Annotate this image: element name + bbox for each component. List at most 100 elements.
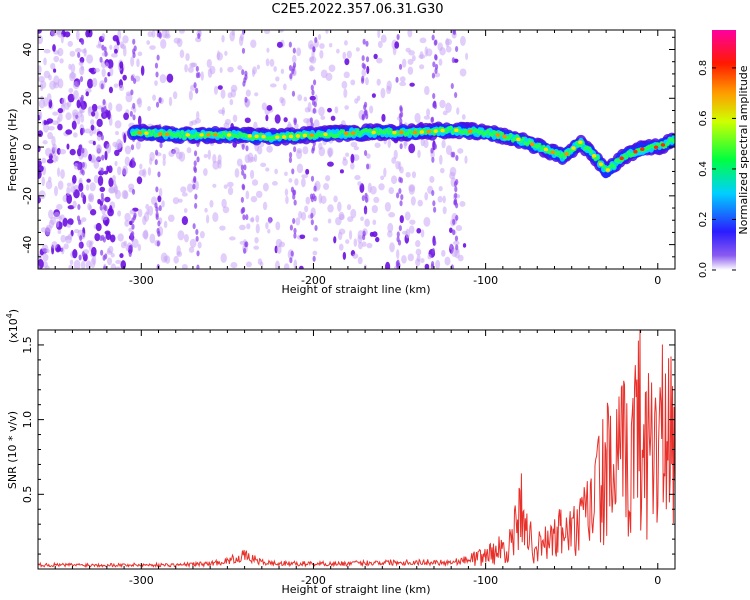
noise-streak	[240, 208, 244, 215]
ridge-hotspot	[495, 133, 500, 137]
noise-speckle	[162, 153, 167, 160]
noise-streak	[311, 99, 316, 106]
noise-speckle	[190, 62, 198, 68]
noise-streak	[452, 219, 456, 226]
noise-speckle	[409, 82, 415, 87]
noise-speckle	[176, 38, 183, 48]
noise-streak	[155, 71, 159, 78]
noise-speckle	[350, 141, 358, 148]
noise-speckle	[259, 261, 264, 267]
noise-streak	[365, 56, 370, 63]
noise-speckle	[76, 99, 81, 109]
noise-streak	[100, 134, 104, 141]
noise-speckle	[380, 34, 387, 43]
noise-speckle	[72, 112, 79, 121]
noise-speckle	[74, 48, 82, 53]
noise-streak	[79, 235, 83, 242]
noise-speckle	[354, 174, 361, 181]
noise-speckle	[429, 175, 435, 183]
noise-speckle	[323, 183, 330, 191]
noise-speckle	[60, 169, 65, 179]
noise-speckle	[313, 119, 320, 129]
noise-speckle	[85, 260, 92, 269]
ridge-hotspot	[578, 140, 583, 144]
noise-speckle	[86, 54, 94, 64]
ridge-blob	[292, 136, 296, 141]
noise-speckle	[60, 34, 64, 44]
noise-speckle	[96, 118, 103, 128]
noise-streak	[130, 89, 134, 96]
noise-speckle	[333, 195, 338, 203]
y-tick-label: 1.0	[21, 411, 34, 429]
noise-speckle	[57, 229, 62, 235]
noise-speckle	[464, 155, 468, 164]
noise-speckle	[104, 150, 108, 161]
noise-speckle	[194, 180, 199, 191]
noise-streak	[193, 150, 198, 157]
noise-speckle	[318, 193, 323, 204]
snr-y-ticks: 0.5 1.0 1.5	[21, 336, 675, 555]
noise-speckle	[73, 259, 81, 269]
noise-streak	[432, 200, 436, 207]
noise-streak	[104, 205, 108, 212]
noise-speckle	[108, 117, 113, 126]
noise-streak	[99, 56, 103, 63]
noise-speckle	[47, 125, 55, 131]
noise-speckle	[365, 153, 371, 159]
noise-speckle	[76, 116, 81, 125]
noise-speckle	[255, 223, 260, 234]
ridge-hotspot	[275, 135, 280, 140]
ridge-blob	[556, 150, 561, 155]
noise-speckle	[390, 175, 398, 185]
noise-speckle	[345, 152, 350, 157]
noise-streak	[431, 72, 436, 79]
ridge-hotspot	[640, 147, 645, 152]
ridge-blob	[612, 164, 616, 169]
noise-streak	[396, 231, 400, 238]
noise-streak	[396, 259, 400, 266]
noise-speckle	[238, 35, 244, 46]
noise-speckle	[264, 30, 271, 35]
noise-speckle	[103, 170, 109, 175]
noise-speckle	[223, 184, 228, 189]
noise-speckle	[79, 65, 85, 76]
heatmap-y-ticks: -40 -20 0 20 40	[21, 36, 675, 258]
noise-speckle	[161, 200, 165, 208]
noise-speckle	[200, 71, 204, 81]
noise-streak	[241, 143, 245, 150]
noise-speckle	[88, 153, 92, 162]
ridge-blob	[521, 136, 525, 142]
noise-streak	[243, 77, 247, 84]
noise-speckle	[65, 129, 73, 135]
noise-streak	[243, 173, 247, 180]
noise-speckle	[221, 198, 227, 209]
noise-speckle	[97, 175, 104, 186]
ridge-hotspot	[412, 130, 418, 135]
noise-streak	[362, 63, 367, 70]
noise-speckle	[245, 261, 252, 268]
noise-speckle	[442, 206, 447, 215]
noise-speckle	[112, 174, 116, 182]
noise-streak	[288, 41, 292, 48]
noise-speckle	[407, 253, 414, 262]
noise-speckle	[181, 264, 188, 269]
noise-speckle	[441, 139, 446, 149]
noise-speckle	[63, 243, 69, 250]
ridge-hotspot	[502, 134, 507, 139]
x-tick-label: 0	[654, 274, 661, 287]
noise-speckle	[327, 161, 334, 167]
noise-speckle	[66, 182, 72, 187]
noise-speckle	[445, 38, 453, 46]
noise-streak	[289, 224, 293, 231]
noise-speckle	[114, 149, 120, 157]
noise-speckle	[42, 253, 49, 262]
noise-streak	[399, 143, 403, 150]
noise-speckle	[417, 149, 421, 159]
heatmap-x-ticks: -300 -200 -100 0	[54, 30, 676, 287]
noise-speckle	[455, 225, 463, 232]
noise-speckle	[108, 245, 114, 254]
noise-speckle	[280, 68, 285, 75]
ridge-hotspot	[199, 133, 204, 137]
ridge-blob	[490, 132, 494, 138]
noise-streak	[289, 73, 293, 80]
